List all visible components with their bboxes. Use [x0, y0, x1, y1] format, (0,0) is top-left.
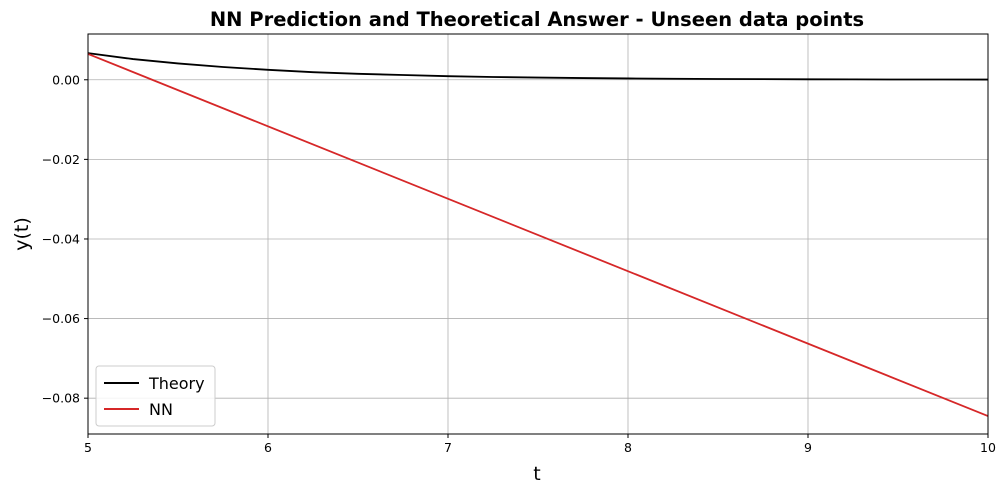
x-axis: 5 6 7 8 9 10	[84, 434, 996, 455]
x-axis-label: t	[533, 463, 540, 485]
legend: Theory NN	[95, 365, 216, 427]
series-line-nn	[87, 53, 989, 417]
y-tick-label: −0.04	[42, 231, 80, 246]
legend-label-nn: NN	[149, 400, 173, 419]
y-tick-label: −0.02	[42, 152, 80, 167]
x-tick-label: 8	[624, 440, 632, 455]
legend-label-theory: Theory	[148, 374, 205, 393]
x-tick-label: 9	[804, 440, 812, 455]
y-tick-label: −0.08	[42, 391, 80, 406]
grid-lines	[87, 34, 989, 434]
x-tick-label: 7	[444, 440, 452, 455]
y-axis: 0.00 −0.02 −0.04 −0.06 −0.08	[42, 72, 88, 406]
series-line-theory	[87, 52, 989, 81]
series-lines	[87, 52, 989, 417]
y-axis-label: y(t)	[11, 217, 33, 251]
legend-box	[95, 365, 216, 427]
y-tick-label: −0.06	[42, 311, 80, 326]
plot-area-frame	[87, 33, 989, 435]
x-tick-label: 5	[84, 440, 92, 455]
y-tick-label: 0.00	[52, 72, 80, 87]
x-tick-label: 6	[264, 440, 272, 455]
chart-title: NN Prediction and Theoretical Answer - U…	[210, 8, 864, 31]
x-tick-label: 10	[980, 440, 996, 455]
